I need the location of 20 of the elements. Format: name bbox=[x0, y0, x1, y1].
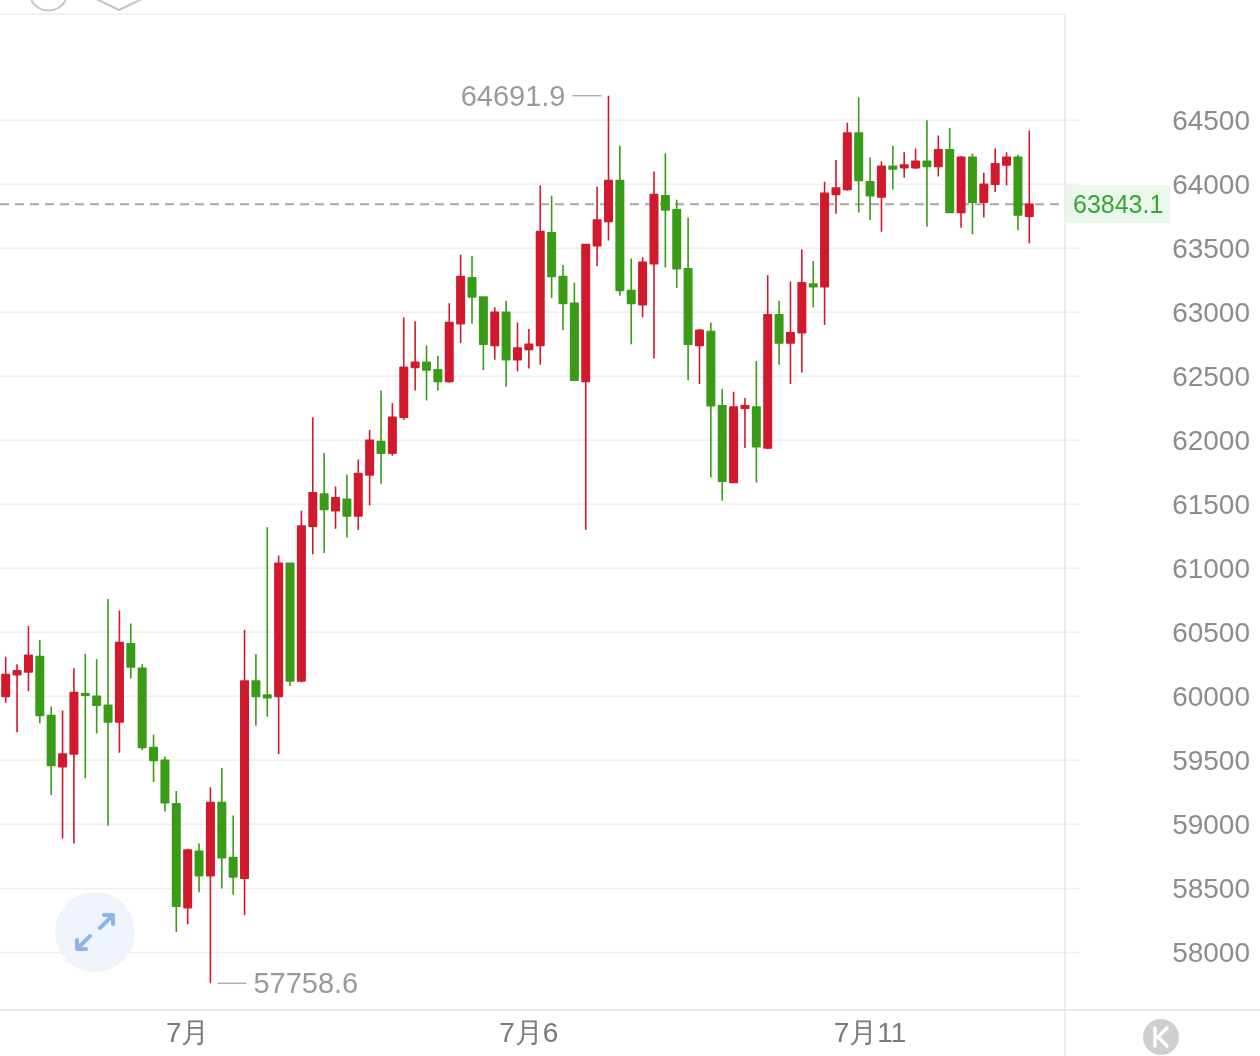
y-tick-label: 63500 bbox=[1172, 232, 1250, 264]
y-tick-label: 58500 bbox=[1172, 872, 1250, 904]
annotation: 57758.6 bbox=[253, 967, 359, 1000]
x-tick-label: 7月11 bbox=[833, 1016, 907, 1048]
y-tick-label: 64500 bbox=[1172, 104, 1250, 136]
ref-line-label: 63843.1 bbox=[1073, 190, 1164, 219]
y-tick-label: 59500 bbox=[1172, 744, 1250, 776]
x-tick-label: 7月6 bbox=[499, 1016, 559, 1048]
y-tick-label: 63000 bbox=[1172, 296, 1250, 328]
y-tick-label: 60000 bbox=[1172, 680, 1250, 712]
y-tick-label: 60500 bbox=[1172, 616, 1250, 648]
annotation: 64691.9 bbox=[460, 79, 566, 112]
y-tick-label: 58000 bbox=[1172, 936, 1250, 968]
y-tick-label: 61500 bbox=[1172, 488, 1250, 520]
y-tick-label: 62000 bbox=[1172, 424, 1250, 456]
y-tick-label: 61000 bbox=[1172, 552, 1250, 584]
y-tick-label: 59000 bbox=[1172, 808, 1250, 840]
x-tick-label: 7月 bbox=[165, 1016, 210, 1048]
y-tick-label: 64000 bbox=[1172, 168, 1250, 200]
y-tick-label: 62500 bbox=[1172, 360, 1250, 392]
